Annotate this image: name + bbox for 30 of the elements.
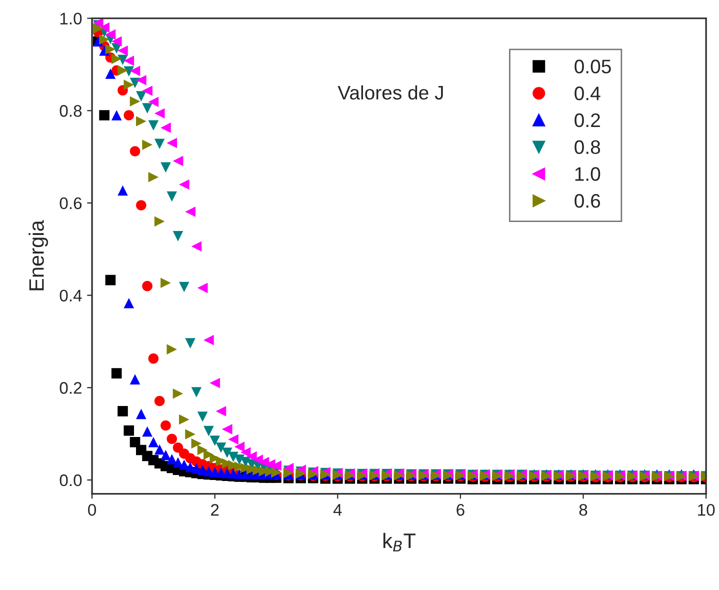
- y-axis-title: Energia: [28, 220, 48, 290]
- x-tick-label: 10: [698, 504, 715, 516]
- point: [154, 396, 165, 406]
- point: [148, 353, 159, 364]
- legend-label: 0.8: [574, 140, 600, 154]
- x-tick-label: 2: [211, 504, 219, 516]
- legend-label: 0.05: [574, 60, 611, 74]
- legend-label: 1.0: [575, 167, 600, 181]
- point: [142, 280, 152, 292]
- x-axis-title: k$_{B}$T: [383, 532, 416, 552]
- point: [172, 442, 184, 453]
- y-tick-label: 0.4: [60, 290, 82, 302]
- legend-title: Valores de J: [338, 85, 443, 100]
- x-tick-label: 8: [579, 504, 588, 516]
- point: [124, 110, 134, 120]
- y-tick-label: 0.8: [60, 105, 82, 117]
- x-tick-label: 4: [333, 504, 342, 516]
- point: [136, 200, 146, 210]
- y-tick-label: 0.2: [60, 382, 82, 394]
- legend-label: 0.4: [574, 86, 600, 100]
- y-tick-label: 0.6: [60, 197, 82, 210]
- point: [130, 146, 140, 156]
- legend-label: 0.2: [574, 113, 600, 128]
- point: [160, 420, 171, 431]
- y-tick-label: 1.0: [60, 12, 82, 24]
- legend-label: 0.6: [574, 194, 600, 208]
- x-tick-label: 6: [456, 504, 464, 516]
- x-tick-label: 0: [88, 504, 96, 516]
- y-tick-label: 0.0: [60, 474, 82, 486]
- point: [166, 434, 178, 444]
